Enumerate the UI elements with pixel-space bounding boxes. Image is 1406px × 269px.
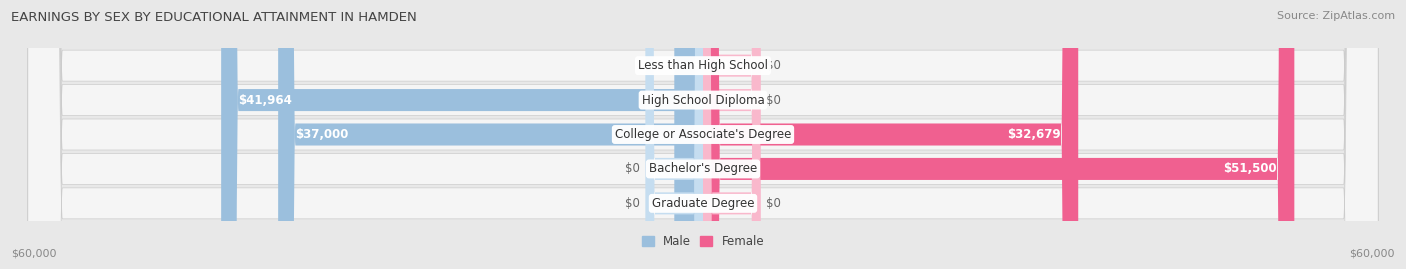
FancyBboxPatch shape [703,0,1078,269]
Text: $0: $0 [766,59,780,72]
FancyBboxPatch shape [28,0,1378,269]
Text: $0: $0 [626,162,640,175]
Text: $2,499: $2,499 [692,59,737,72]
FancyBboxPatch shape [221,0,703,269]
Text: Graduate Degree: Graduate Degree [652,197,754,210]
Text: College or Associate's Degree: College or Associate's Degree [614,128,792,141]
Text: $0: $0 [766,197,780,210]
Text: $41,964: $41,964 [239,94,292,107]
FancyBboxPatch shape [28,0,1378,269]
FancyBboxPatch shape [28,0,1378,269]
FancyBboxPatch shape [28,0,1378,269]
Text: $37,000: $37,000 [295,128,349,141]
Text: $51,500: $51,500 [1223,162,1277,175]
FancyBboxPatch shape [703,0,1295,269]
Text: $0: $0 [626,197,640,210]
Legend: Male, Female: Male, Female [637,230,769,253]
FancyBboxPatch shape [28,0,1378,269]
Text: Bachelor's Degree: Bachelor's Degree [650,162,756,175]
Text: $60,000: $60,000 [11,248,56,258]
FancyBboxPatch shape [703,0,761,269]
FancyBboxPatch shape [703,0,761,269]
FancyBboxPatch shape [703,0,761,269]
FancyBboxPatch shape [278,0,703,269]
Text: $0: $0 [766,94,780,107]
Text: Source: ZipAtlas.com: Source: ZipAtlas.com [1277,11,1395,21]
Text: Less than High School: Less than High School [638,59,768,72]
Text: EARNINGS BY SEX BY EDUCATIONAL ATTAINMENT IN HAMDEN: EARNINGS BY SEX BY EDUCATIONAL ATTAINMEN… [11,11,418,24]
FancyBboxPatch shape [645,0,703,269]
Text: High School Diploma: High School Diploma [641,94,765,107]
FancyBboxPatch shape [645,0,703,269]
Text: $60,000: $60,000 [1350,248,1395,258]
FancyBboxPatch shape [675,0,703,269]
Text: $32,679: $32,679 [1007,128,1062,141]
